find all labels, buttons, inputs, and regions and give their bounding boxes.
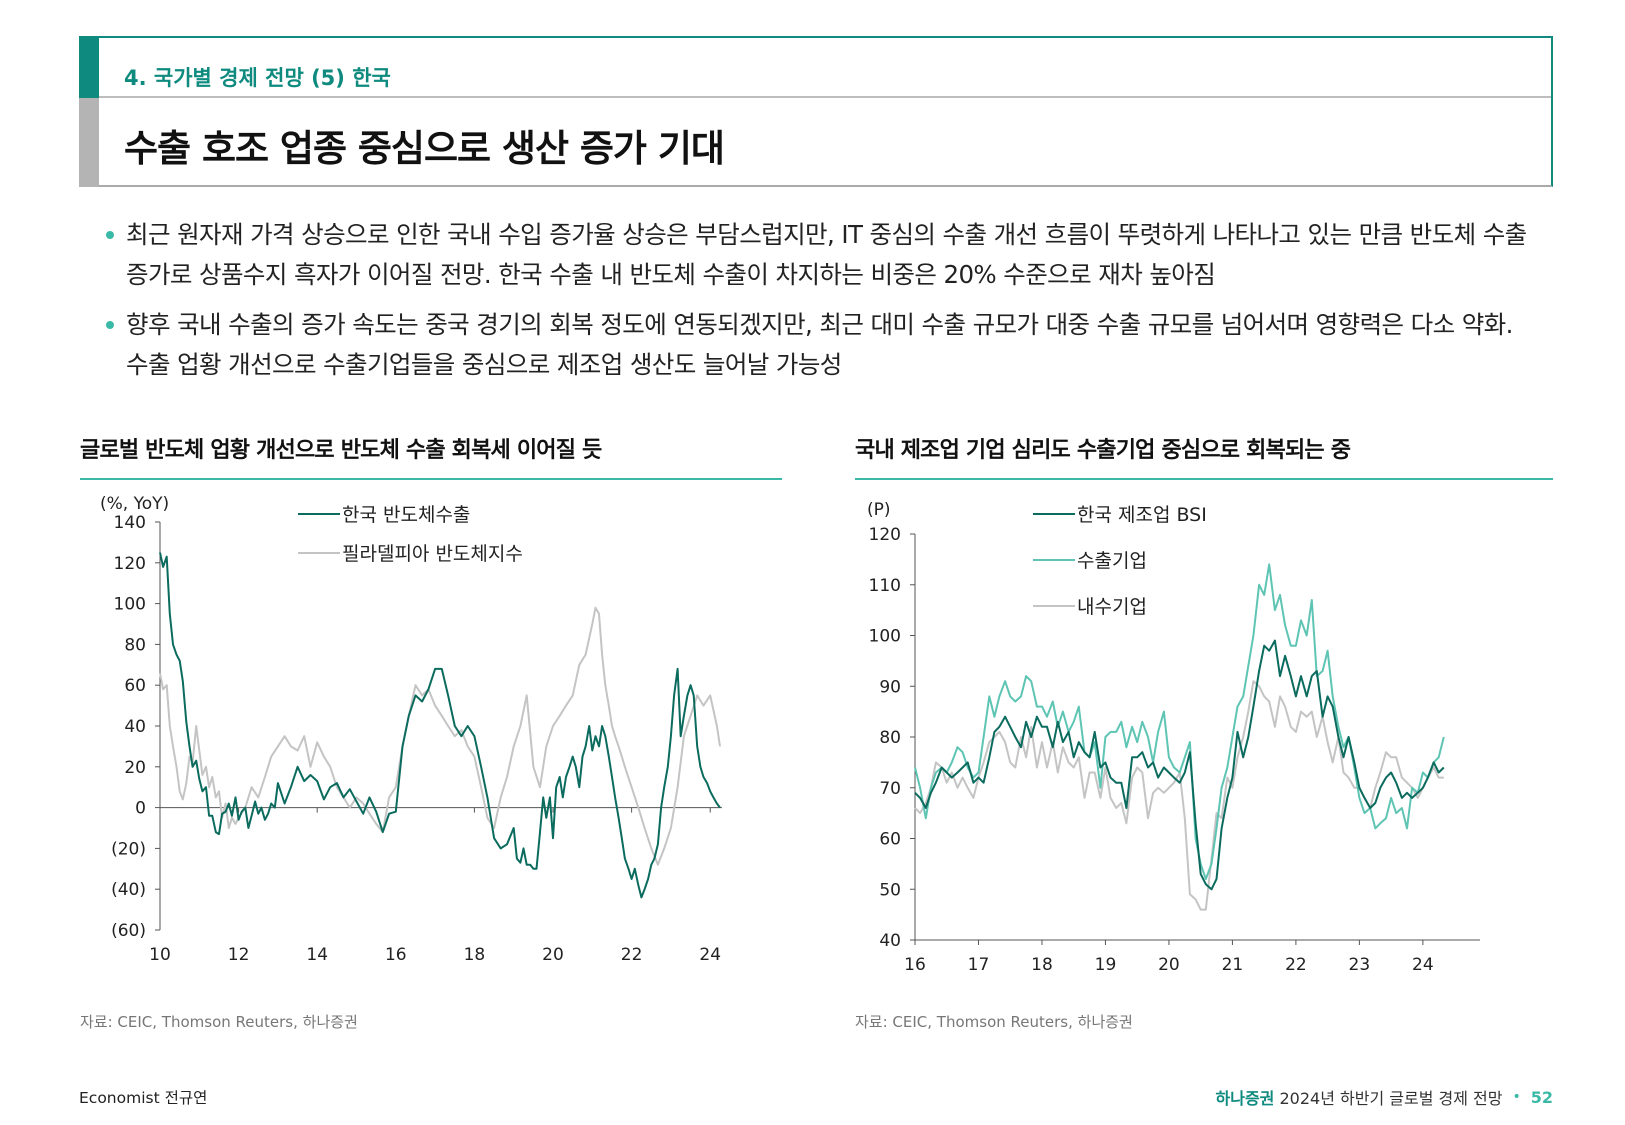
y-tick-label: 80 bbox=[879, 728, 901, 748]
footer-separator: • bbox=[1512, 1089, 1521, 1105]
unit-label: (P) bbox=[867, 500, 891, 520]
chart-title-bsi: 국내 제조업 기업 심리도 수출기업 중심으로 회복되는 중 bbox=[855, 438, 1351, 463]
summary-bullets: 최근 원자재 가격 상승으로 인한 국내 수입 증가율 상승은 부담스럽지만, … bbox=[104, 215, 1534, 395]
bullet-dot-icon bbox=[106, 231, 114, 239]
y-tick-label: 70 bbox=[879, 779, 901, 799]
y-tick-label: 60 bbox=[124, 676, 146, 696]
footer-brand: 하나증권 bbox=[1215, 1089, 1275, 1108]
bullet-dot-icon bbox=[106, 321, 114, 329]
x-tick-label: 24 bbox=[699, 945, 721, 965]
unit-label: (%, YoY) bbox=[100, 494, 169, 514]
chart-title-rule bbox=[80, 478, 782, 480]
section-header: 4. 국가별 경제 전망 (5) 한국 수출 호조 업종 중심으로 생산 증가 … bbox=[79, 36, 1553, 187]
section-label: 4. 국가별 경제 전망 (5) 한국 bbox=[124, 66, 391, 90]
x-tick-label: 12 bbox=[228, 945, 250, 965]
x-tick-label: 18 bbox=[464, 945, 486, 965]
y-tick-label: 50 bbox=[879, 880, 901, 900]
series-line-1 bbox=[914, 639, 1445, 891]
y-tick-label: 60 bbox=[879, 830, 901, 850]
header-divider bbox=[99, 96, 1551, 98]
header-accent-bar bbox=[79, 38, 99, 98]
x-tick-label: 18 bbox=[1031, 955, 1053, 975]
y-tick-label: 100 bbox=[869, 627, 901, 647]
chart-title-rule bbox=[855, 478, 1553, 480]
footer-publication: 하나증권 2024년 하반기 글로벌 경제 전망 • 52 bbox=[1216, 1085, 1554, 1109]
series-line-2 bbox=[914, 563, 1445, 881]
y-tick-label: (20) bbox=[111, 839, 146, 859]
y-tick-label: 80 bbox=[124, 635, 146, 655]
legend-label: 수출기업 bbox=[1077, 550, 1147, 572]
legend-label: 내수기업 bbox=[1077, 596, 1147, 618]
y-tick-label: 40 bbox=[879, 931, 901, 951]
y-tick-label: 90 bbox=[879, 677, 901, 697]
y-tick-label: 140 bbox=[114, 513, 146, 533]
x-tick-label: 21 bbox=[1222, 955, 1244, 975]
chart-source: 자료: CEIC, Thomson Reuters, 하나증권 bbox=[80, 1013, 358, 1031]
x-tick-label: 10 bbox=[149, 945, 171, 965]
x-tick-label: 14 bbox=[306, 945, 328, 965]
legend-label: 필라델피아 반도체지수 bbox=[342, 543, 523, 565]
y-tick-label: 40 bbox=[124, 717, 146, 737]
x-tick-label: 20 bbox=[1158, 955, 1180, 975]
x-tick-label: 19 bbox=[1095, 955, 1117, 975]
x-tick-label: 16 bbox=[904, 955, 926, 975]
y-tick-label: 0 bbox=[135, 799, 146, 819]
x-tick-label: 23 bbox=[1349, 955, 1371, 975]
bullet-item: 최근 원자재 가격 상승으로 인한 국내 수입 증가율 상승은 부담스럽지만, … bbox=[104, 215, 1534, 295]
footer-author: Economist 전규연 bbox=[79, 1089, 208, 1107]
chart-title-semiconductor: 글로벌 반도체 업황 개선으로 반도체 수출 회복세 이어질 듯 bbox=[80, 438, 602, 463]
y-tick-label: 100 bbox=[114, 595, 146, 615]
bullet-text: 향후 국내 수출의 증가 속도는 중국 경기의 회복 정도에 연동되겠지만, 최… bbox=[126, 310, 1513, 379]
bullet-text: 최근 원자재 가격 상승으로 인한 국내 수입 증가율 상승은 부담스럽지만, … bbox=[126, 220, 1527, 289]
y-tick-label: 20 bbox=[124, 758, 146, 778]
x-tick-label: 20 bbox=[542, 945, 564, 965]
page-number: 52 bbox=[1530, 1087, 1553, 1107]
series-line-1 bbox=[159, 552, 721, 899]
x-tick-label: 17 bbox=[968, 955, 990, 975]
header-side-bar bbox=[79, 98, 99, 187]
x-tick-label: 24 bbox=[1412, 955, 1434, 975]
bullet-item: 향후 국내 수출의 증가 속도는 중국 경기의 회복 정도에 연동되겠지만, 최… bbox=[104, 305, 1534, 385]
semiconductor-export-chart: 140 120 100 80 60 40 20 0 (20) (40) (60)10 12 14 16 18… bbox=[100, 494, 722, 965]
footer-title: 2024년 하반기 글로벌 경제 전망 bbox=[1279, 1089, 1503, 1108]
footer-brand-line: 하나증권 2024년 하반기 글로벌 경제 전망 bbox=[1216, 1085, 1503, 1109]
x-tick-label: 22 bbox=[1285, 955, 1307, 975]
legend-label: 한국 제조업 BSI bbox=[1077, 504, 1207, 526]
y-tick-label: 110 bbox=[869, 576, 901, 596]
legend-label: 한국 반도체수출 bbox=[342, 504, 470, 526]
y-tick-label: 120 bbox=[114, 554, 146, 574]
series-line-2 bbox=[159, 606, 721, 866]
y-tick-label: (60) bbox=[111, 921, 146, 941]
y-tick-label: (40) bbox=[111, 880, 146, 900]
x-tick-label: 22 bbox=[621, 945, 643, 965]
chart-source: 자료: CEIC, Thomson Reuters, 하나증권 bbox=[855, 1013, 1133, 1031]
x-tick-label: 16 bbox=[385, 945, 407, 965]
page-title: 수출 호조 업종 중심으로 생산 증가 기대 bbox=[124, 127, 725, 170]
y-tick-label: 120 bbox=[869, 525, 901, 545]
